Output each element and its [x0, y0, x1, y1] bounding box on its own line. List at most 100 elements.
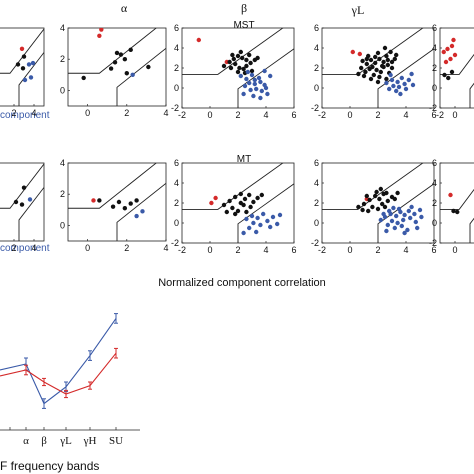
data-point-blue	[387, 86, 392, 92]
data-point-black	[378, 69, 383, 75]
upper-boundary	[0, 28, 44, 74]
data-point-black	[380, 63, 385, 69]
data-point-blue	[265, 218, 270, 224]
data-point-black	[451, 208, 456, 214]
x-tick-label: 0	[85, 243, 90, 253]
y-tick-label: 4	[60, 158, 65, 168]
data-point-black	[134, 198, 139, 203]
data-point-black	[13, 199, 19, 205]
data-point-blue	[402, 81, 407, 87]
data-point-black	[384, 53, 389, 59]
x-axis-label: Normalized component correlation	[158, 277, 326, 289]
lower-boundary	[377, 48, 434, 108]
upper-boundary	[0, 163, 44, 209]
data-point-blue	[410, 82, 416, 88]
x-tick-label: 2	[375, 245, 380, 255]
data-point-blue	[396, 206, 402, 212]
data-point-black	[374, 189, 379, 195]
data-point-red	[91, 198, 96, 203]
data-point-blue	[385, 222, 390, 228]
data-point-black	[385, 62, 390, 68]
y-tick-label: 0	[432, 218, 437, 228]
data-point-black	[364, 193, 369, 199]
data-point-blue	[261, 211, 266, 217]
area-label-mt: MT	[237, 154, 251, 165]
lower-boundary	[237, 48, 294, 108]
x-tick-label: 6	[291, 110, 296, 120]
y-tick-label: -2	[171, 238, 179, 248]
data-point-blue	[270, 214, 276, 220]
y-tick-label: -2	[171, 103, 179, 113]
data-point-blue	[249, 213, 255, 219]
data-point-blue	[247, 225, 252, 231]
data-point-black	[233, 61, 238, 67]
data-point-blue	[251, 93, 256, 99]
data-point-black	[384, 190, 389, 196]
y-tick-label: 6	[314, 23, 319, 33]
y-tick-label: 4	[432, 43, 437, 53]
data-point-blue	[275, 221, 280, 227]
data-point-red	[213, 195, 218, 201]
data-point-black	[124, 71, 129, 76]
data-point-black	[108, 66, 114, 71]
y-tick-label: 2	[174, 198, 179, 208]
y-tick-label: 2	[60, 189, 65, 199]
data-point-black	[368, 76, 374, 82]
upper-boundary	[322, 163, 424, 210]
y-tick-label: 6	[432, 158, 437, 168]
bottom-x-tick-label: β	[41, 435, 47, 447]
legend-fragment-top: component	[0, 110, 50, 121]
data-point-black	[385, 198, 390, 204]
data-point-blue	[402, 212, 407, 218]
data-point-blue	[28, 75, 34, 80]
data-point-black	[21, 54, 27, 59]
data-point-black	[110, 204, 116, 209]
x-tick-label: 4	[31, 243, 36, 253]
data-point-red	[196, 37, 201, 43]
x-tick-label: 2	[235, 245, 240, 255]
data-point-red	[448, 56, 453, 62]
data-point-blue	[258, 95, 263, 101]
data-point-black	[114, 50, 120, 56]
data-point-blue	[413, 219, 418, 225]
data-point-blue	[244, 76, 249, 82]
x-tick-label: -2	[318, 245, 326, 255]
data-point-blue	[255, 215, 260, 221]
data-point-blue	[22, 77, 28, 83]
data-point-blue	[392, 225, 397, 231]
scatter-panel-1: 0 2 4 0 2 4	[60, 23, 169, 118]
data-point-blue	[30, 60, 36, 66]
data-point-black	[118, 52, 124, 57]
data-point-blue	[415, 225, 420, 231]
data-point-black	[377, 74, 382, 80]
data-point-red	[99, 28, 104, 32]
band-title-beta: β	[241, 1, 247, 15]
bottom-x-tick-label: γH	[83, 435, 97, 447]
data-point-black	[455, 209, 460, 215]
data-point-black	[255, 195, 260, 201]
data-point-red	[451, 37, 456, 43]
upper-boundary	[68, 163, 157, 209]
boundary-lines	[440, 53, 474, 108]
data-point-black	[251, 199, 256, 205]
data-point-blue	[251, 220, 256, 226]
x-tick-label: -2	[436, 110, 444, 120]
data-point-black	[244, 57, 249, 63]
y-tick-label: 2	[314, 198, 319, 208]
boundary-lines	[182, 163, 294, 243]
data-point-blue	[384, 80, 389, 86]
data-point-black	[244, 63, 249, 69]
y-tick-label: 0	[432, 83, 437, 93]
data-point-black	[375, 79, 381, 85]
lower-boundary	[18, 51, 44, 106]
lower-boundary	[377, 183, 434, 243]
data-point-black	[377, 56, 382, 62]
data-point-blue	[258, 222, 263, 228]
data-point-black	[361, 201, 367, 207]
data-point-black	[122, 206, 128, 211]
boundary-lines	[68, 28, 166, 106]
y-tick-label: 4	[60, 23, 65, 33]
data-point-blue	[130, 72, 135, 78]
data-point-black	[235, 53, 241, 59]
